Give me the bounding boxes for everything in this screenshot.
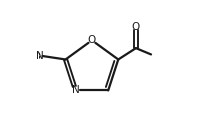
Text: O: O — [132, 22, 140, 32]
Text: N: N — [72, 85, 80, 96]
Text: O: O — [88, 35, 96, 45]
Text: N: N — [37, 51, 44, 61]
